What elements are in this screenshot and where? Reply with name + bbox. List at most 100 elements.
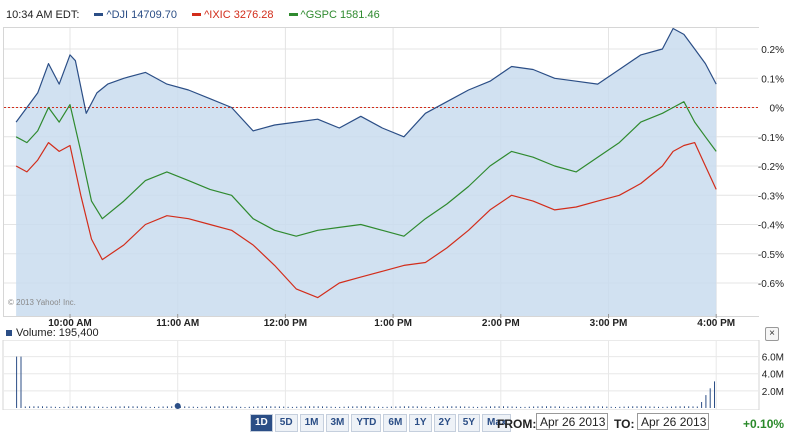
- legend-ixic[interactable]: ^IXIC 3276.28: [204, 9, 274, 21]
- range-button-2y[interactable]: 2Y: [433, 414, 456, 432]
- volume-bar: [692, 406, 694, 408]
- volume-bar: [696, 406, 698, 408]
- volume-bar: [326, 406, 328, 408]
- volume-bar: [334, 406, 336, 408]
- volume-bar: [106, 406, 108, 408]
- volume-bar: [507, 406, 509, 408]
- volume-bar: [205, 406, 207, 408]
- to-date-input[interactable]: Apr 26 2013: [637, 413, 709, 430]
- x-tick-label: 2:00 PM: [482, 318, 520, 329]
- volume-bar: [442, 406, 444, 408]
- legend-dji[interactable]: ^DJI 14709.70: [106, 9, 178, 21]
- volume-bar: [421, 406, 423, 408]
- legend-swatch-dji: [94, 12, 104, 16]
- range-button-5d[interactable]: 5D: [274, 414, 298, 432]
- volume-tick-label: 2.0M: [762, 387, 784, 398]
- volume-bar: [50, 406, 52, 408]
- chart-frame: [3, 27, 759, 317]
- volume-bar: [606, 406, 608, 408]
- volume-bar: [399, 406, 401, 408]
- volume-bar: [425, 406, 427, 408]
- watermark: © 2013 Yahoo! Inc.: [8, 298, 76, 307]
- volume-bar: [576, 406, 578, 408]
- volume-bar: [343, 406, 345, 408]
- volume-bar: [132, 406, 134, 408]
- volume-bar: [395, 406, 397, 408]
- range-button-max[interactable]: Max: [482, 414, 512, 432]
- volume-bar: [683, 406, 685, 408]
- range-button-1m[interactable]: 1M: [299, 414, 324, 432]
- y-tick-label: -0.1%: [758, 133, 784, 144]
- volume-bar: [214, 406, 216, 408]
- volume-bar: [37, 406, 39, 408]
- volume-bar: [270, 406, 272, 408]
- x-tick-label: 1:00 PM: [374, 318, 412, 329]
- volume-bar: [610, 406, 612, 408]
- x-tick-label: 12:00 PM: [264, 318, 307, 329]
- volume-bar: [330, 406, 332, 408]
- volume-bar: [20, 356, 22, 408]
- volume-bar: [110, 406, 112, 408]
- volume-bar: [352, 406, 354, 408]
- volume-bar: [347, 406, 349, 408]
- range-button-ytd[interactable]: YTD: [351, 414, 382, 432]
- x-axis: 10:00 AM 11:00 AM 12:00 PM 1:00 PM 2:00 PM 3:…: [48, 314, 735, 329]
- range-button-6m[interactable]: 6M: [383, 414, 408, 432]
- from-date-input[interactable]: Apr 26 2013: [536, 413, 608, 430]
- volume-bar: [498, 406, 500, 408]
- y-axis: 0.2% 0.1% 0% -0.1% -0.2% -0.3% -0.4% -0.5% -0.6%: [758, 45, 784, 290]
- volume-bar: [309, 406, 311, 408]
- legend-gspc[interactable]: ^GSPC 1581.46: [300, 9, 380, 21]
- volume-bar: [33, 406, 35, 408]
- volume-bar: [253, 406, 255, 408]
- volume-bar: [76, 406, 78, 408]
- volume-bar: [571, 406, 573, 408]
- price-chart[interactable]: 0.2% 0.1% 0% -0.1% -0.2% -0.3% -0.4% -0.5% -0.6%…: [0, 0, 792, 330]
- volume-bar: [390, 406, 392, 408]
- legend-swatch-gspc: [288, 12, 298, 16]
- volume-bar: [59, 407, 61, 408]
- range-button-3m[interactable]: 3M: [325, 414, 350, 432]
- volume-bar: [602, 406, 603, 408]
- y-tick-label: 0%: [770, 104, 785, 115]
- volume-bar: [274, 406, 276, 408]
- volume-bar: [593, 406, 595, 408]
- volume-bar: [468, 406, 470, 408]
- close-volume-button[interactable]: ×: [765, 327, 779, 341]
- volume-bar: [278, 406, 280, 408]
- volume-bar: [192, 406, 194, 408]
- volume-bar: [666, 406, 668, 408]
- volume-bar: [42, 406, 43, 408]
- volume-bar: [494, 406, 496, 408]
- volume-bar: [266, 406, 267, 408]
- volume-bar: [287, 406, 289, 408]
- volume-bar: [533, 406, 535, 408]
- y-tick-label: 0.1%: [761, 74, 784, 85]
- range-button-1y[interactable]: 1Y: [409, 414, 432, 432]
- range-button-5y[interactable]: 5Y: [457, 414, 481, 432]
- x-tick-label: 4:00 PM: [697, 318, 735, 329]
- volume-bar: [472, 406, 474, 408]
- volume-bar: [378, 406, 379, 408]
- volume-bar: [567, 406, 569, 408]
- volume-bar: [623, 406, 625, 408]
- volume-bar: [29, 406, 31, 408]
- volume-bar: [714, 381, 715, 408]
- volume-bar: [709, 388, 711, 408]
- volume-bar: [222, 406, 224, 408]
- volume-bar: [63, 406, 65, 408]
- volume-bar: [80, 406, 82, 408]
- volume-bar: [373, 406, 375, 408]
- range-button-1d[interactable]: 1D: [250, 414, 273, 432]
- volume-bar: [119, 406, 121, 408]
- volume-tick-label: 6.0M: [762, 353, 784, 364]
- volume-bar: [227, 406, 229, 408]
- volume-bar: [649, 406, 651, 408]
- volume-bar: [244, 407, 246, 408]
- percent-change: +0.10%: [743, 417, 785, 431]
- volume-bar: [382, 406, 384, 408]
- volume-bar: [171, 406, 173, 408]
- volume-bar: [464, 406, 466, 408]
- volume-marker: [174, 403, 181, 409]
- volume-bar: [520, 406, 522, 408]
